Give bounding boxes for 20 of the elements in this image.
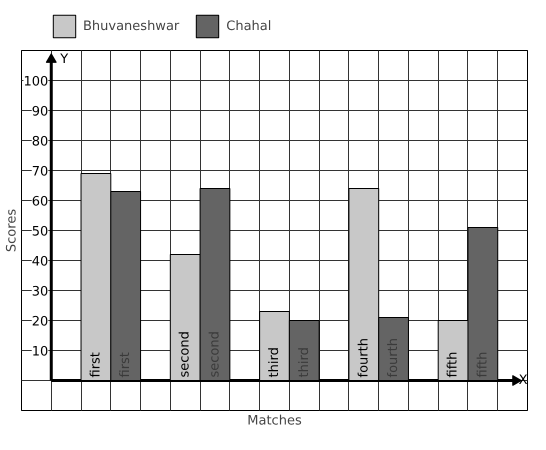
x-tick-label: third [267,347,282,378]
y-axis-title: Scores [4,208,20,252]
x-tick-label: first [88,352,104,378]
annotation: Y [59,52,68,67]
y-tick-label: 20 [32,314,48,330]
y-tick-label: 80 [32,134,48,150]
y-tick-label: 60 [32,194,48,210]
x-tick-label: second [178,331,193,378]
y-tick-label: 70 [32,164,48,180]
x-tick-label: fourth [356,338,372,378]
y-tick-label: 40 [32,254,48,270]
x-axis-title: Matches [247,414,302,428]
y-tick-label: 30 [32,284,48,300]
y-tick-label: 90 [32,104,48,120]
y-tick-label: 100 [23,74,48,90]
legend-label: Bhuvaneshwar [83,18,180,36]
y-tick-label: 50 [32,224,48,240]
legend-label: Chahal [226,18,272,36]
y-tick-label: 10 [32,344,48,360]
x-tick-label: fifth [446,352,461,378]
